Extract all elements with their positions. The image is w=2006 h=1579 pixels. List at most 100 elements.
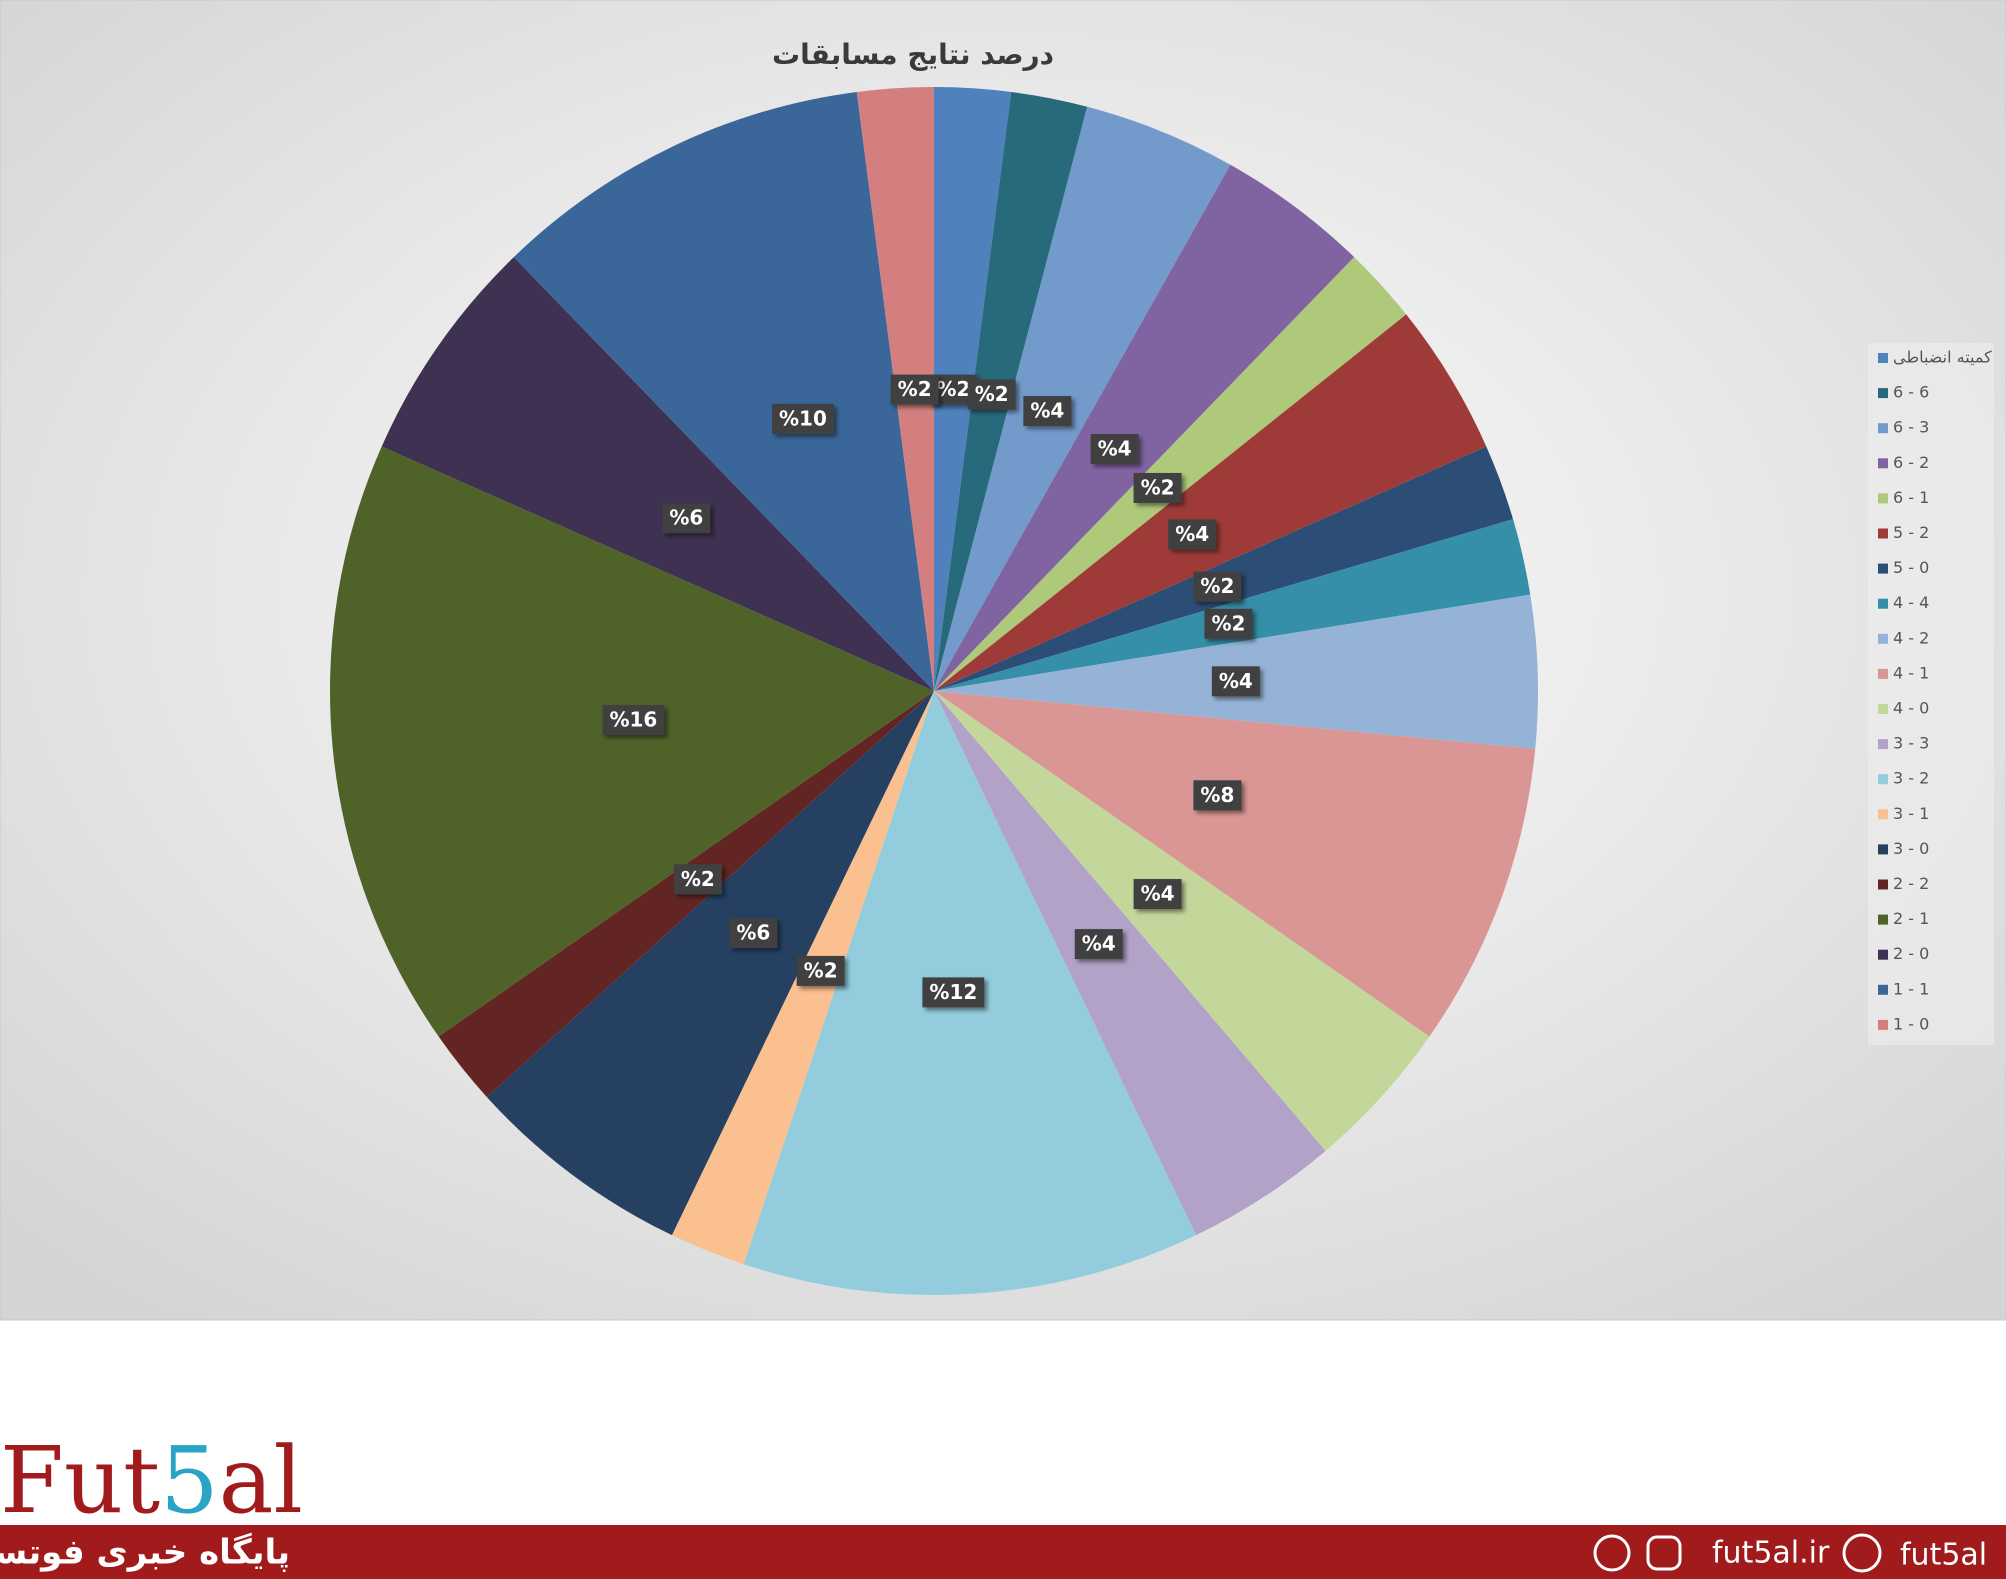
legend-label: 3 - 0 <box>1893 839 1929 858</box>
data-label: %4 <box>1141 882 1175 906</box>
legend-label: 4 - 2 <box>1893 628 1929 647</box>
legend-label: 4 - 1 <box>1893 663 1929 682</box>
slice <box>934 164 1355 691</box>
legend-label: 3 - 3 <box>1893 734 1929 753</box>
slice <box>934 446 1514 691</box>
legend-swatch <box>1878 563 1888 574</box>
data-label: %4 <box>1219 669 1253 693</box>
label-box <box>1211 666 1260 697</box>
legend-label: 6 - 3 <box>1893 418 1929 437</box>
label-box <box>662 503 711 534</box>
slice <box>486 691 934 1236</box>
legend-swatch <box>1878 704 1888 714</box>
legend-label: 6 - 2 <box>1893 453 1929 472</box>
legend-swatch <box>1878 633 1888 644</box>
legend-label: 1 - 1 <box>1893 979 1929 998</box>
data-label: %2 <box>681 867 715 891</box>
legend-label: 3 - 1 <box>1893 804 1929 823</box>
data-label: %2 <box>1141 475 1175 499</box>
legend-label: 2 - 2 <box>1893 874 1929 893</box>
telegram-icon <box>1842 1533 1882 1573</box>
legend-swatch <box>1878 984 1888 995</box>
slice <box>513 91 934 691</box>
handle: fut5al <box>1900 1538 1987 1573</box>
label-box <box>922 977 985 1008</box>
legend-swatch <box>1878 914 1888 925</box>
slice <box>330 446 934 1037</box>
legend-swatch <box>1878 1019 1888 1030</box>
legend-swatch <box>1878 949 1888 960</box>
legend-swatch <box>1878 423 1888 434</box>
slice <box>934 314 1487 691</box>
logo: Fut5al <box>0 1427 303 1534</box>
legend-label: 6 - 1 <box>1893 488 1929 507</box>
label-box <box>1204 608 1253 639</box>
label-box <box>1023 396 1072 427</box>
legend-label: 5 - 2 <box>1893 523 1929 542</box>
legend-swatch <box>1878 458 1888 469</box>
label-box <box>602 704 665 735</box>
legend-swatch <box>1878 493 1888 504</box>
footer-bar <box>0 1525 2006 1579</box>
legend: کمیته انضباطی 6 - 6 6 - 3 6 - 2 6 - 1 5 - 2 5 … <box>1878 348 1992 1033</box>
legend-swatch <box>1878 668 1888 679</box>
legend-swatch <box>1878 844 1888 855</box>
data-label: %6 <box>669 506 703 530</box>
legend-label: 2 - 1 <box>1893 909 1929 928</box>
globe-icon <box>1593 1534 1631 1572</box>
slice <box>934 691 1430 1151</box>
data-label: %6 <box>736 921 770 945</box>
slice <box>934 691 1326 1236</box>
label-box <box>1193 780 1242 811</box>
data-label: %4 <box>1175 522 1209 546</box>
legend-box <box>1868 343 1994 1045</box>
label-box <box>967 379 1016 410</box>
data-label: %8 <box>1200 783 1234 807</box>
slice <box>934 519 1531 691</box>
logo-part: 5 <box>160 1427 219 1534</box>
legend-swatch <box>1878 353 1888 363</box>
label-box <box>1193 571 1242 602</box>
tagline: پایگاه خبری فوتسال <box>0 1533 290 1573</box>
slice <box>934 106 1231 691</box>
legend-label: 5 - 0 <box>1893 558 1929 577</box>
label-box <box>772 403 834 434</box>
data-label: %2 <box>975 382 1009 406</box>
site: fut5al.ir <box>1712 1536 1830 1571</box>
data-label: %2 <box>1200 574 1234 598</box>
data-label: %2 <box>1211 611 1245 635</box>
label-box <box>1074 929 1123 960</box>
data-label: %2 <box>804 958 838 982</box>
instagram-icon <box>1646 1535 1682 1571</box>
label-box <box>796 955 845 986</box>
data-label: %2 <box>898 377 932 401</box>
label-box <box>1090 433 1139 464</box>
label-box <box>1133 879 1182 910</box>
data-label: %4 <box>1082 932 1116 956</box>
logo-part: Fut <box>0 1427 160 1534</box>
label-box <box>729 918 778 949</box>
legend-swatch <box>1878 598 1888 609</box>
legend-swatch <box>1878 739 1888 750</box>
legend-swatch <box>1878 774 1888 785</box>
labels: %2 %2%4%4%2%4%2%2%4%8%4%4%12%2%6%2%16%6%1… <box>602 374 1260 1008</box>
chart-title: درصد نتایج مسابقات <box>772 38 1054 71</box>
legend-label: 4 - 0 <box>1893 699 1929 718</box>
legend-swatch <box>1878 809 1888 820</box>
data-label: %4 <box>1030 399 1064 423</box>
legend-swatch <box>1878 879 1888 890</box>
data-label: %10 <box>779 406 827 430</box>
legend-label: 3 - 2 <box>1893 769 1929 788</box>
data-label: %12 <box>929 980 977 1004</box>
slice <box>381 257 934 691</box>
legend-label: 6 - 6 <box>1893 383 1929 402</box>
label-box <box>890 374 939 405</box>
legend-swatch <box>1878 528 1888 539</box>
label-box <box>673 864 722 895</box>
legend-label: 1 - 0 <box>1893 1014 1929 1033</box>
legend-label: 2 - 0 <box>1893 944 1929 963</box>
legend-label: کمیته انضباطی <box>1893 348 1992 367</box>
data-label: %4 <box>1098 436 1132 460</box>
label-box <box>1168 519 1217 550</box>
